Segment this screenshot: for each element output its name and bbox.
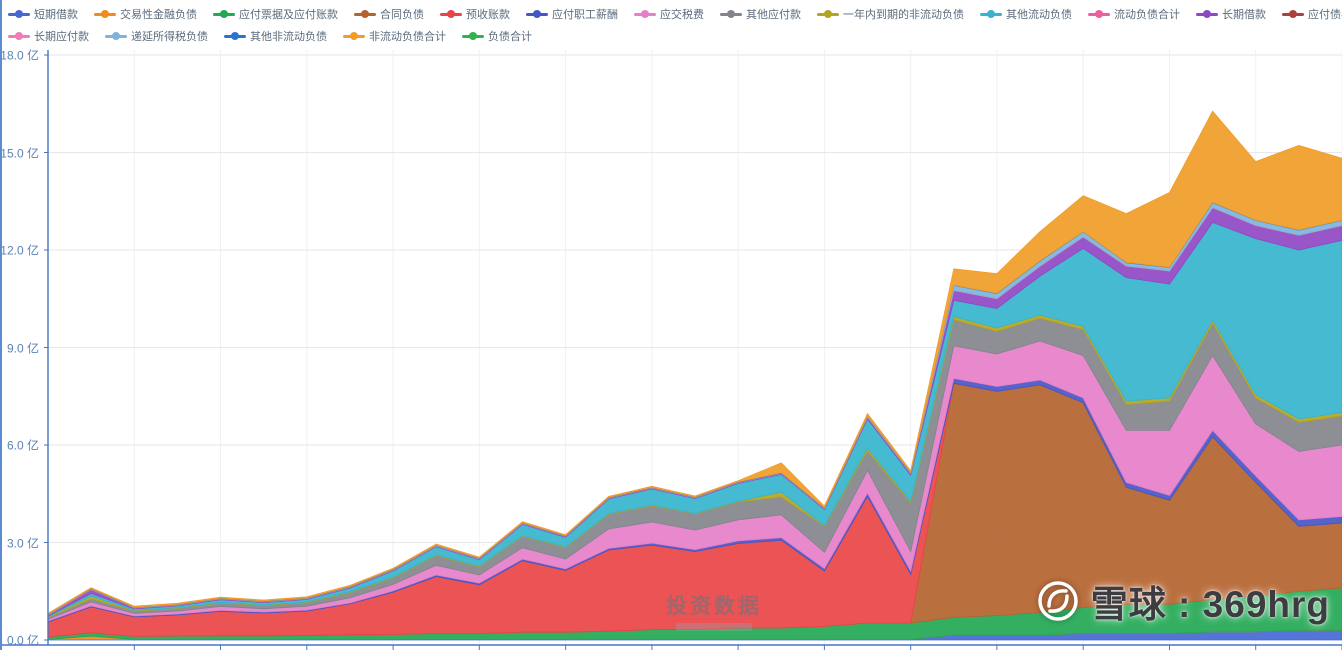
legend-marker-icon [980, 9, 1002, 19]
legend-marker-icon [94, 9, 116, 19]
legend-marker-icon [213, 9, 235, 19]
legend-label: 其他流动负债 [1006, 9, 1072, 21]
legend-label: 应交税费 [660, 9, 704, 21]
legend-item-6[interactable]: 应付职工薪酬 [526, 6, 618, 22]
legend-marker-icon [720, 9, 742, 19]
xueqiu-user-id: 雪球 : 369hrg [1090, 584, 1330, 625]
legend-item-17[interactable]: 非流动负债合计 [343, 28, 446, 44]
legend-row-2: 长期应付款 递延所得税负债 其他非流动负债 非流动负债合计 负债合计 [8, 26, 1342, 46]
legend-label: 流动负债合计 [1114, 9, 1180, 21]
legend-item-12[interactable]: 长期借款 [1196, 6, 1266, 22]
xueqiu-badge: 雪球 : 369hrg [1035, 574, 1330, 628]
legend-label: 负债合计 [488, 31, 532, 43]
legend-item-13[interactable]: 应付债券 [1282, 6, 1342, 22]
legend-marker-icon [224, 31, 246, 41]
legend-item-1[interactable]: 短期借款 [8, 6, 78, 22]
legend-marker-icon [440, 9, 462, 19]
legend-marker-icon [526, 9, 548, 19]
legend-marker-icon [8, 9, 30, 19]
legend-item-5[interactable]: 预收账款 [440, 6, 510, 22]
legend-marker-icon [817, 9, 839, 19]
legend-item-11[interactable]: 流动负债合计 [1088, 6, 1180, 22]
legend-item-8[interactable]: 其他应付款 [720, 6, 801, 22]
legend-marker-icon [462, 31, 484, 41]
legend-label: 短期借款 [34, 9, 78, 21]
legend-marker-icon [105, 31, 127, 41]
legend-marker-icon [1196, 9, 1218, 19]
legend-label: 其他应付款 [746, 9, 801, 21]
legend-item-9[interactable]: 一年内到期的非流动负债 [817, 6, 964, 22]
legend-label: 交易性金融负债 [120, 9, 197, 21]
legend-label: 应付职工薪酬 [552, 9, 618, 21]
legend-item-18[interactable]: 负债合计 [462, 28, 532, 44]
legend-item-4[interactable]: 合同负债 [354, 6, 424, 22]
legend-marker-icon [634, 9, 656, 19]
legend-item-10[interactable]: 其他流动负债 [980, 6, 1072, 22]
legend-label: 递延所得税负债 [131, 31, 208, 43]
legend-label: 合同负债 [380, 9, 424, 21]
legend-label: 非流动负债合计 [369, 31, 446, 43]
legend-marker-icon [354, 9, 376, 19]
legend-marker-icon [343, 31, 365, 41]
legend-marker-icon [1282, 9, 1304, 19]
xueqiu-logo-icon [1038, 581, 1078, 621]
legend-marker-icon [8, 31, 30, 41]
legend-row-1: 短期借款 交易性金融负债 应付票据及应付账款 合同负债 预收账款 应付职工薪酬 应交税费 其他… [8, 4, 1342, 24]
legend-marker-icon [1088, 9, 1110, 19]
legend-item-2[interactable]: 交易性金融负债 [94, 6, 197, 22]
legend-label: 其他非流动负债 [250, 31, 327, 43]
legend-label: 应付债券 [1308, 9, 1342, 21]
legend-item-16[interactable]: 其他非流动负债 [224, 28, 327, 44]
left-border [0, 0, 2, 650]
legend-item-3[interactable]: 应付票据及应付账款 [213, 6, 338, 22]
legend-label: 一年内到期的非流动负债 [843, 9, 964, 21]
legend-item-15[interactable]: 递延所得税负债 [105, 28, 208, 44]
legend-label: 长期应付款 [34, 31, 89, 43]
legend-label: 应付票据及应付账款 [239, 9, 338, 21]
legend-label: 长期借款 [1222, 9, 1266, 21]
legend-item-14[interactable]: 长期应付款 [8, 28, 89, 44]
legend-item-7[interactable]: 应交税费 [634, 6, 704, 22]
legend-label: 预收账款 [466, 9, 510, 21]
